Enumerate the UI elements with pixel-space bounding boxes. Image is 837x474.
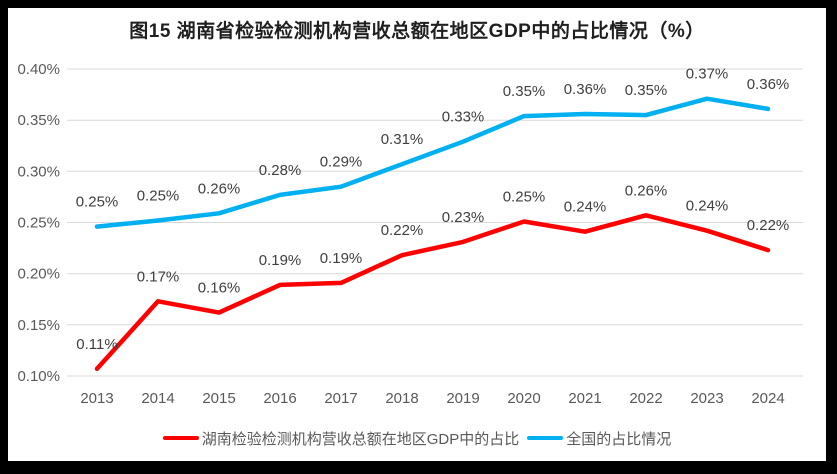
x-axis-tick-label: 2015	[202, 390, 235, 407]
x-axis-tick-labels: 2013 2014 2015 2016 2017 2018 2019 2020 2021 2022…	[80, 390, 784, 407]
y-axis-tick-label: 0.25%	[17, 215, 60, 232]
data-label: 0.25%	[503, 189, 546, 206]
y-axis-tick-label: 0.20%	[17, 266, 60, 283]
x-axis-tick-label: 2016	[263, 390, 296, 407]
y-axis-tick-label: 0.35%	[17, 112, 60, 129]
series-line-0	[94, 213, 771, 372]
data-label: 0.24%	[564, 199, 607, 216]
data-label: 0.19%	[259, 252, 302, 269]
data-label: 0.25%	[137, 188, 180, 205]
data-label: 0.33%	[442, 109, 485, 126]
x-axis-tick-label: 2023	[690, 390, 723, 407]
legend-label-hunan-series: 湖南检验检测机构营收总额在地区GDP中的占比	[201, 430, 520, 448]
x-axis-tick-label: 2022	[629, 390, 662, 407]
data-label: 0.35%	[625, 82, 668, 99]
data-label: 0.25%	[76, 194, 119, 211]
data-label: 0.37%	[686, 66, 729, 83]
y-axis-tick-label: 0.40%	[17, 61, 60, 78]
x-axis-tick-label: 2020	[507, 390, 540, 407]
data-labels-series-0: 0.11% 0.17% 0.16% 0.19% 0.19% 0.22% 0.23% 0.25%…	[76, 182, 789, 352]
data-labels-series-1: 0.25% 0.25% 0.26% 0.28% 0.29% 0.31% 0.33% 0.35%…	[76, 66, 790, 211]
data-label: 0.31%	[381, 131, 424, 148]
chart-window: 图15 湖南省检验检测机构营收总额在地区GDP中的占比情况（%） 0.10% 0.…	[8, 8, 826, 461]
legend-swatch-national-series	[527, 436, 564, 440]
data-label: 0.36%	[747, 76, 790, 93]
series-line-1	[94, 96, 771, 229]
x-axis-tick-label: 2018	[385, 390, 418, 407]
data-label: 0.11%	[76, 336, 117, 353]
data-label: 0.16%	[198, 280, 241, 297]
gridlines	[67, 68, 803, 377]
data-label: 0.35%	[503, 83, 546, 100]
data-label: 0.26%	[198, 180, 241, 197]
y-axis-tick-label: 0.15%	[17, 317, 60, 334]
line-chart-plot-area: 0.10%0.15%0.20%0.25%0.30%0.35%0.40%2013 2…	[17, 61, 803, 407]
legend-label-national-series: 全国的占比情况	[566, 430, 672, 448]
x-axis-tick-label: 2017	[324, 390, 357, 407]
data-label: 0.24%	[686, 198, 729, 215]
y-axis-tick-label: 0.30%	[17, 163, 60, 180]
x-axis-tick-label: 2024	[751, 390, 784, 407]
data-label: 0.29%	[320, 154, 363, 171]
data-label: 0.36%	[564, 81, 607, 98]
y-axis-tick-labels: 0.10% 0.15% 0.20% 0.25% 0.30% 0.35% 0.40%	[17, 61, 60, 385]
chart-legend: 湖南检验检测机构营收总额在地区GDP中的占比 全国的占比情况	[8, 428, 826, 448]
legend-swatch-hunan-series	[162, 436, 199, 440]
x-axis-tick-label: 2013	[80, 390, 113, 407]
x-axis-tick-label: 2014	[141, 390, 174, 407]
x-axis-tick-label: 2019	[446, 390, 479, 407]
data-label: 0.28%	[259, 162, 302, 179]
x-axis-tick-label: 2021	[568, 390, 601, 407]
y-axis-tick-label: 0.10%	[17, 368, 60, 385]
data-label: 0.19%	[320, 250, 363, 267]
data-label: 0.26%	[625, 182, 668, 199]
chart-title: 图15 湖南省检验检测机构营收总额在地区GDP中的占比情况（%）	[129, 21, 705, 42]
data-label: 0.22%	[381, 222, 424, 239]
data-label: 0.23%	[442, 209, 485, 226]
data-label: 0.17%	[137, 268, 180, 285]
data-label: 0.22%	[747, 217, 790, 234]
